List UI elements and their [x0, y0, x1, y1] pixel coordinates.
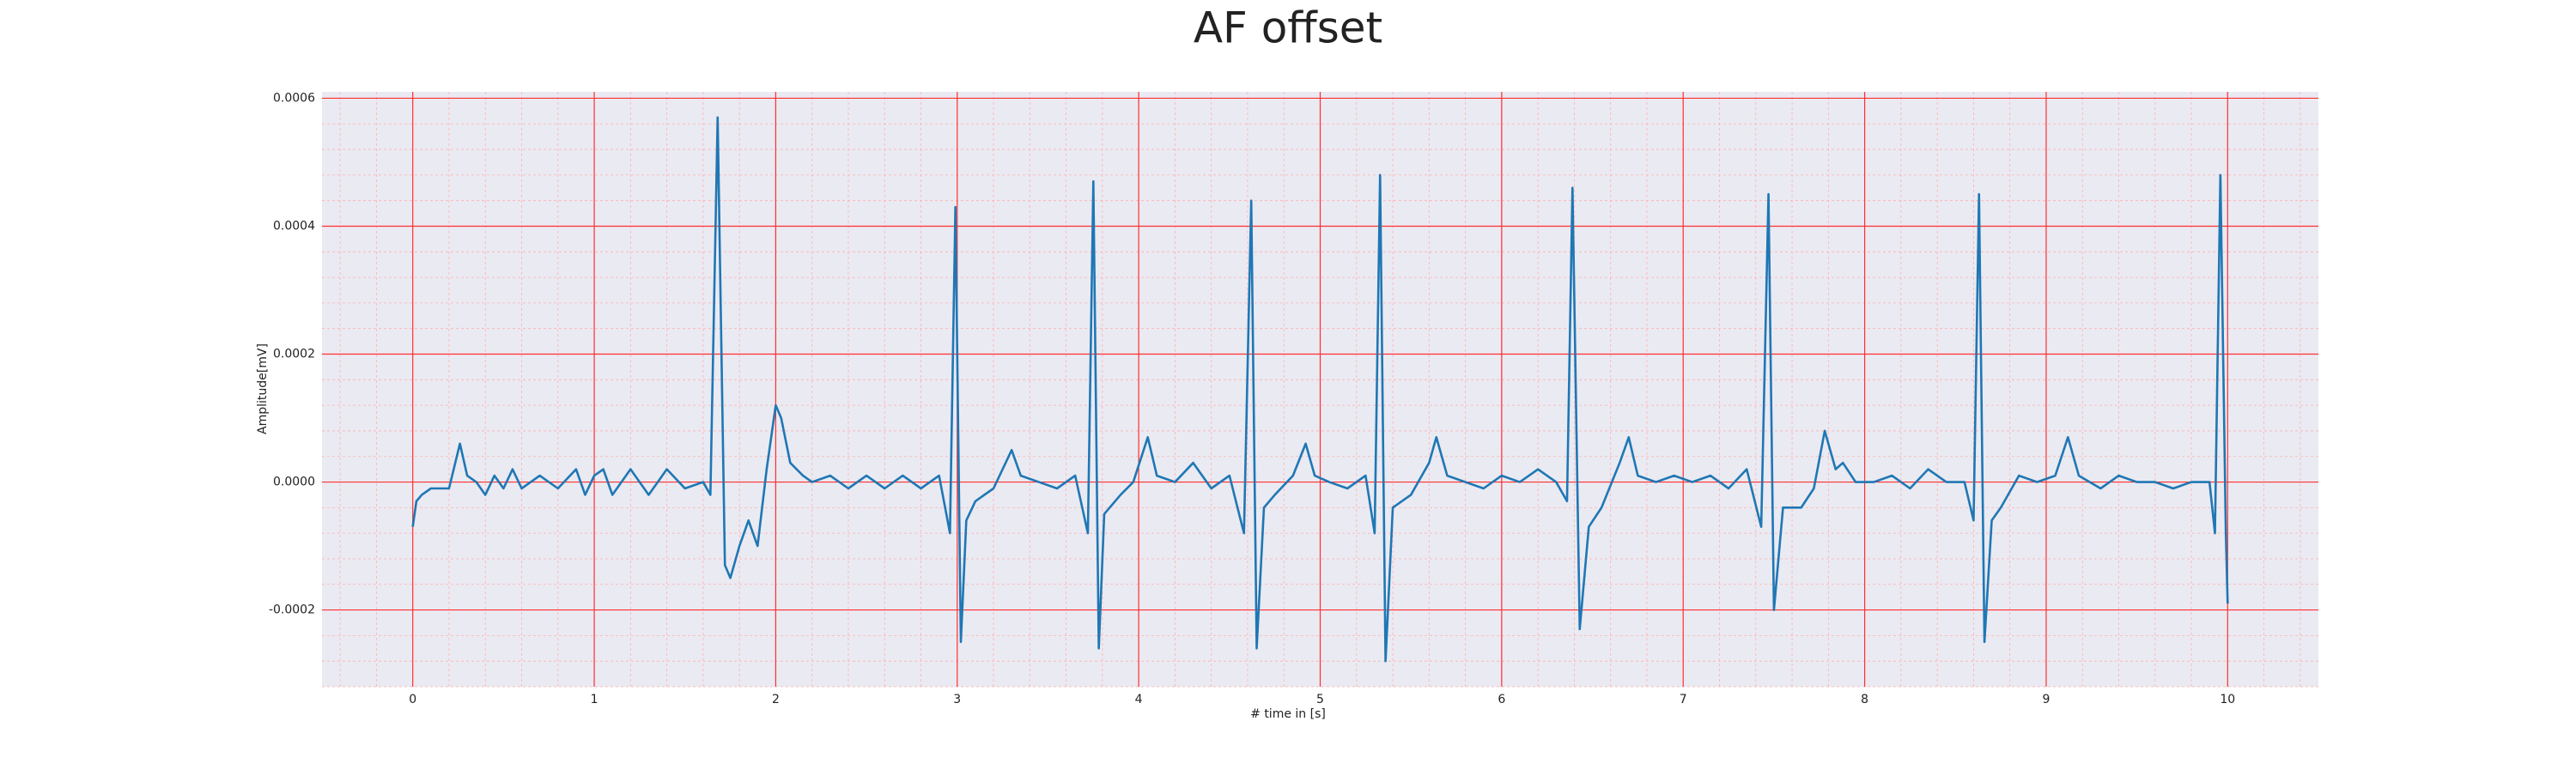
- x-tick-label: 8: [1861, 693, 1868, 706]
- y-tick-label: 0.0000: [273, 476, 315, 489]
- x-tick-label: 4: [1135, 693, 1143, 706]
- x-tick-label: 5: [1316, 693, 1324, 706]
- x-tick-label: 1: [591, 693, 598, 706]
- y-tick-label: 0.0004: [273, 219, 315, 233]
- x-tick-label: 6: [1498, 693, 1505, 706]
- y-tick-label: -0.0002: [269, 603, 315, 617]
- y-tick-label: 0.0002: [273, 348, 315, 361]
- x-tick-label: 9: [2042, 693, 2050, 706]
- y-tick-label: 0.0006: [273, 91, 315, 105]
- x-tick-label: 7: [1680, 693, 1687, 706]
- x-tick-label: 3: [953, 693, 961, 706]
- x-tick-label: 10: [2220, 693, 2235, 706]
- y-axis-label: Amplitude[mV]: [256, 343, 270, 434]
- x-axis-label: # time in [s]: [1250, 707, 1326, 721]
- line-series: [411, 116, 2229, 663]
- x-tick-label: 0: [409, 693, 416, 706]
- x-tick-label: 2: [772, 693, 780, 706]
- chart-title: AF offset: [1194, 3, 1382, 53]
